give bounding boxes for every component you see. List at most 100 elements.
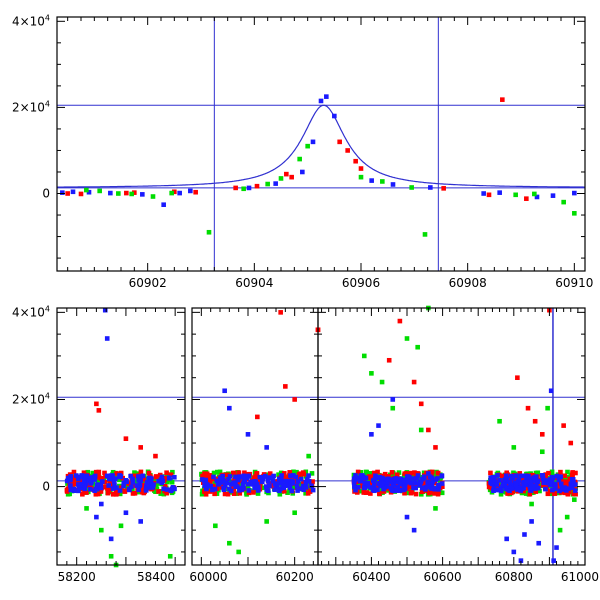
blue-data-point <box>245 481 251 487</box>
blue-data-point <box>381 481 387 486</box>
red-data-point <box>301 471 306 477</box>
blue-data-point <box>498 487 503 492</box>
red-data-point <box>93 469 99 475</box>
blue-data-point <box>497 190 502 195</box>
green-data-point <box>305 143 310 149</box>
blue-data-point <box>274 481 280 486</box>
blue-data-point <box>67 477 73 483</box>
blue-data-point <box>112 476 118 481</box>
blue-data-point <box>259 479 265 485</box>
blue-data-point <box>216 481 222 486</box>
blue-data-point <box>300 169 305 175</box>
red-data-point <box>551 491 557 496</box>
blue-data-point <box>241 473 247 479</box>
blue-data-point <box>495 473 500 478</box>
red-data-point <box>411 379 417 385</box>
red-data-point <box>70 481 76 487</box>
blue-data-point <box>233 484 238 489</box>
red-data-point <box>172 189 177 195</box>
red-data-point <box>283 384 288 389</box>
blue-data-point <box>221 485 226 491</box>
red-data-point <box>236 470 242 475</box>
blue-data-point <box>552 481 558 487</box>
blue-data-point <box>394 488 400 493</box>
blue-data-point <box>114 485 119 490</box>
green-data-point <box>154 482 159 488</box>
red-data-point <box>386 474 391 479</box>
blue-data-point <box>303 481 309 486</box>
red-data-point <box>254 183 260 189</box>
red-data-point <box>407 484 412 490</box>
green-data-point <box>85 469 91 475</box>
blue-data-point <box>289 488 295 494</box>
red-data-point <box>424 473 430 479</box>
blue-data-point <box>76 476 81 482</box>
blue-data-point <box>94 514 99 520</box>
blue-data-point <box>519 473 525 479</box>
blue-data-point <box>136 477 141 483</box>
blue-data-point <box>391 483 397 488</box>
green-data-point <box>380 179 385 184</box>
blue-data-point <box>365 484 371 489</box>
red-data-point <box>81 470 87 476</box>
blue-data-point <box>136 474 141 479</box>
blue-data-point <box>301 487 307 493</box>
red-data-point <box>95 491 101 497</box>
green-data-point <box>264 519 269 524</box>
green-data-point <box>206 229 212 235</box>
blue-data-point <box>233 480 238 485</box>
green-data-point <box>497 418 502 424</box>
blue-data-point <box>380 475 385 481</box>
red-data-point <box>418 401 424 407</box>
green-data-point <box>498 491 504 497</box>
red-data-point <box>102 470 107 476</box>
blue-data-point <box>200 477 205 482</box>
red-data-point <box>94 401 99 407</box>
red-data-point <box>301 480 306 485</box>
blue-data-point <box>278 478 284 484</box>
green-data-point <box>90 470 96 476</box>
blue-data-point <box>202 483 207 489</box>
blue-data-point <box>303 484 309 490</box>
red-data-point <box>106 488 112 493</box>
blue-data-point <box>279 473 284 478</box>
blue-data-point <box>87 486 93 492</box>
blue-data-point <box>497 478 502 483</box>
red-data-point <box>525 405 531 411</box>
blue-data-point <box>365 480 371 486</box>
blue-data-point <box>521 480 526 485</box>
blue-data-point <box>530 484 536 490</box>
blue-data-point <box>352 478 357 483</box>
red-data-point <box>141 476 146 482</box>
blue-data-point <box>375 487 380 493</box>
blue-data-point <box>108 190 113 196</box>
red-data-point <box>114 471 119 476</box>
blue-data-point <box>104 473 110 479</box>
red-data-point <box>546 470 551 476</box>
red-data-point <box>230 470 236 476</box>
red-data-point <box>282 475 287 481</box>
blue-data-point <box>166 475 172 481</box>
x-tick-label: 60908 <box>449 276 487 290</box>
blue-data-point <box>291 473 296 478</box>
x-tick-label: 61000 <box>561 570 599 584</box>
blue-data-point <box>439 481 445 486</box>
blue-data-point <box>87 475 93 481</box>
blue-data-point <box>535 478 541 484</box>
green-data-point <box>415 344 420 350</box>
blue-data-point <box>99 501 104 507</box>
red-data-point <box>98 489 104 494</box>
blue-data-point <box>388 485 394 491</box>
green-data-point <box>212 481 218 486</box>
red-data-point <box>486 484 492 490</box>
green-data-point <box>535 470 541 476</box>
blue-data-point <box>550 193 556 198</box>
blue-data-point <box>148 476 154 481</box>
y-tick-label: 4×104 <box>12 13 50 28</box>
red-data-point <box>432 491 437 496</box>
green-data-point <box>116 191 121 196</box>
red-data-point <box>499 473 505 479</box>
blue-data-point <box>379 478 384 484</box>
blue-data-point <box>526 473 531 479</box>
